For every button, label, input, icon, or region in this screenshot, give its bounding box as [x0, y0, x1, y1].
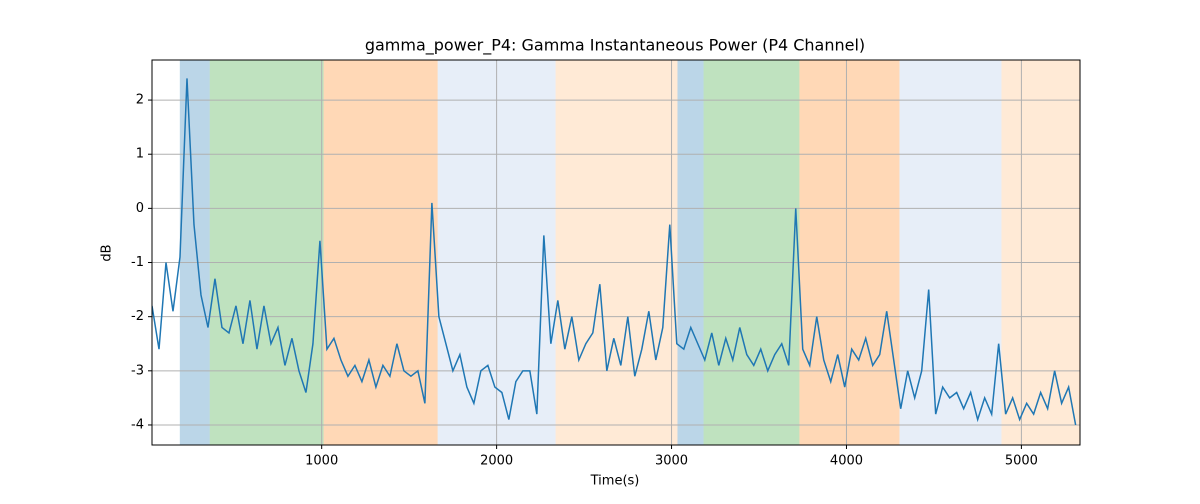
shaded-span: [323, 60, 438, 445]
y-tick-label: -2: [131, 309, 144, 324]
y-tick-label: 1: [136, 147, 144, 162]
plot-frame: [151, 59, 1081, 446]
y-axis-label: dB: [100, 244, 115, 261]
data-line: [152, 78, 1077, 426]
chart-title: gamma_power_P4: Gamma Instantaneous Powe…: [365, 36, 865, 56]
shaded-span: [799, 60, 900, 445]
shaded-span: [555, 60, 678, 445]
shaded-span: [1001, 60, 1080, 445]
y-tick-label: -1: [131, 255, 144, 270]
y-tick-label: 2: [136, 93, 144, 108]
x-tick-label: 3000: [655, 454, 688, 469]
y-tick-label: -4: [131, 417, 144, 432]
shaded-span: [179, 60, 210, 445]
x-tick-label: 2000: [480, 454, 513, 469]
x-tick-label: 5000: [1005, 454, 1038, 469]
shaded-span: [899, 60, 1002, 445]
shaded-span: [703, 60, 800, 445]
y-tick-label: 0: [136, 201, 144, 216]
x-tick-label: 1000: [305, 454, 338, 469]
x-axis-label: Time(s): [590, 474, 640, 489]
x-tick-label: 4000: [830, 454, 863, 469]
shaded-span: [209, 60, 324, 445]
y-tick-label: -3: [131, 363, 144, 378]
shaded-span: [677, 60, 704, 445]
